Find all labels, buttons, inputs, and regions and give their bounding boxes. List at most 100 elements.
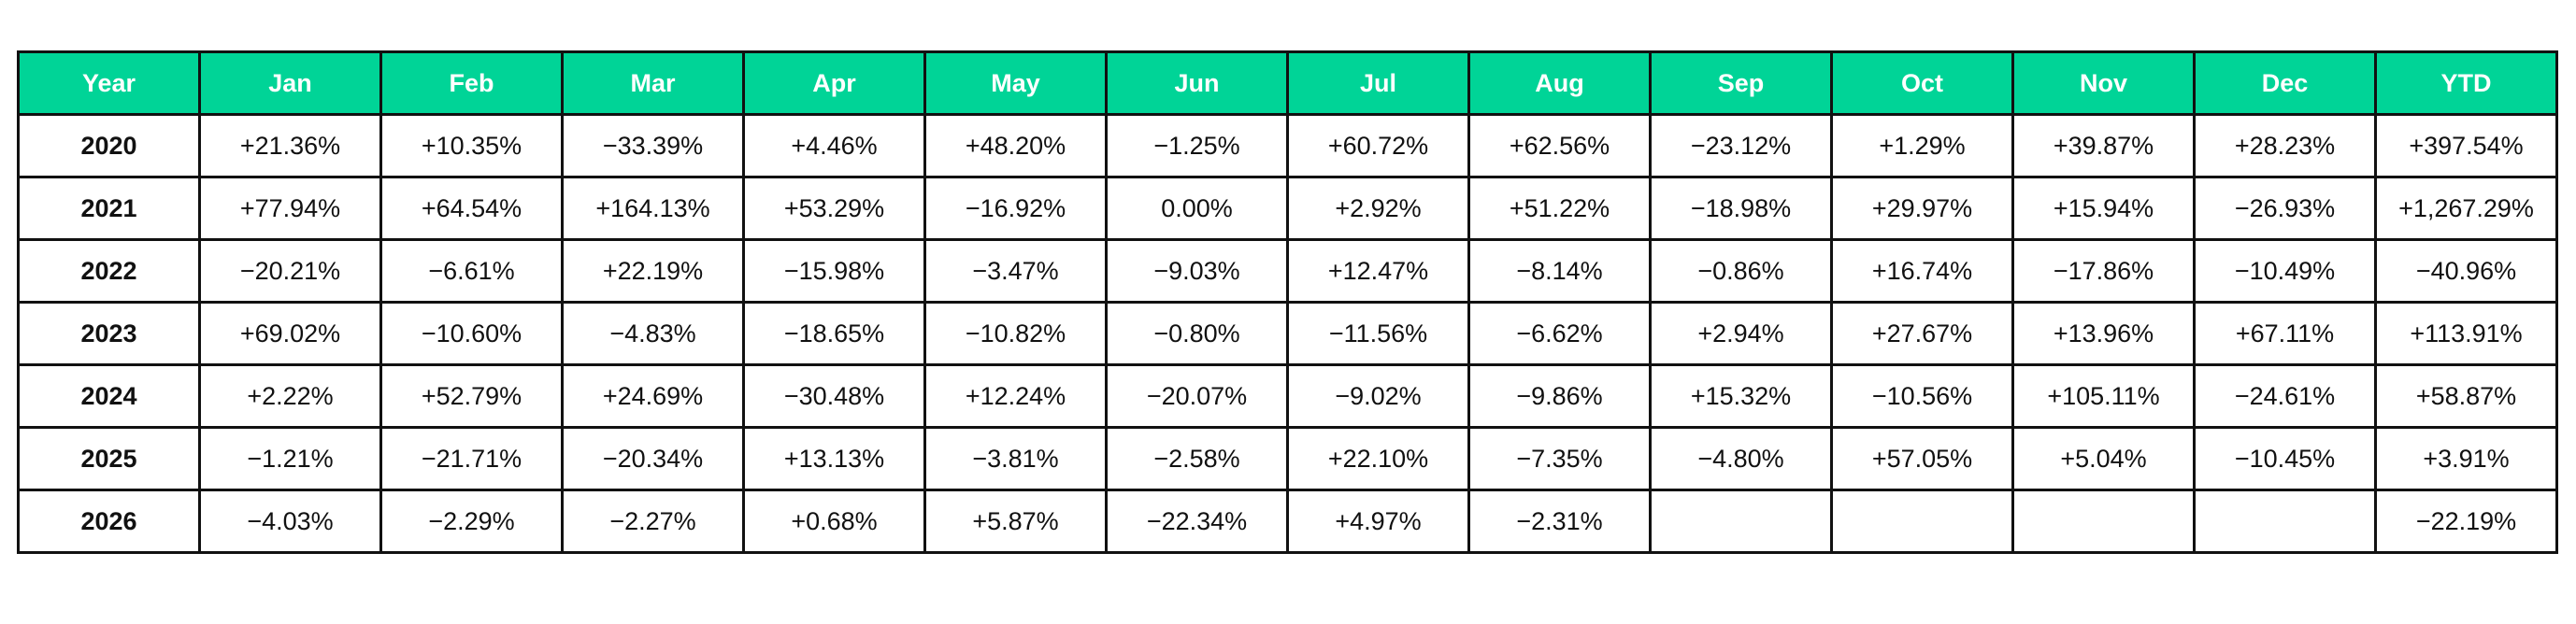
header-cell: Jan xyxy=(198,50,382,116)
header-cell: Oct xyxy=(1830,50,2014,116)
value-cell: −2.29% xyxy=(379,489,564,554)
value-cell: −11.56% xyxy=(1286,301,1470,366)
header-cell: Apr xyxy=(742,50,926,116)
value-cell: −10.60% xyxy=(379,301,564,366)
value-cell: +29.97% xyxy=(1830,176,2014,241)
returns-table: Year Jan Feb Mar Apr May Jun Jul Aug Sep Oct Nov Dec… xyxy=(17,50,2558,554)
year-cell: 2021 xyxy=(17,176,201,241)
value-cell: +22.10% xyxy=(1286,426,1470,491)
value-cell: −4.03% xyxy=(198,489,382,554)
header-cell: May xyxy=(923,50,1108,116)
value-cell: −0.86% xyxy=(1649,238,1833,304)
table-header: Year Jan Feb Mar Apr May Jun Jul Aug Sep Oct Nov Dec… xyxy=(17,50,2558,116)
value-cell: −2.27% xyxy=(561,489,745,554)
value-cell: +1.29% xyxy=(1830,113,2014,178)
value-cell: −10.45% xyxy=(2193,426,2377,491)
value-cell: +22.19% xyxy=(561,238,745,304)
value-cell: −7.35% xyxy=(1467,426,1652,491)
value-cell: −10.49% xyxy=(2193,238,2377,304)
value-cell: −3.47% xyxy=(923,238,1108,304)
table-body: 2020 +21.36% +10.35% −33.39% +4.46% +48.20% −1… xyxy=(17,113,2558,554)
value-cell: −2.31% xyxy=(1467,489,1652,554)
value-cell: −9.86% xyxy=(1467,363,1652,429)
value-cell: +15.32% xyxy=(1649,363,1833,429)
header-cell: Dec xyxy=(2193,50,2377,116)
header-row: Year Jan Feb Mar Apr May Jun Jul Aug Sep Oct Nov Dec… xyxy=(17,50,2558,116)
value-cell: −9.02% xyxy=(1286,363,1470,429)
value-cell: −10.82% xyxy=(923,301,1108,366)
value-cell: −9.03% xyxy=(1105,238,1289,304)
header-cell: Mar xyxy=(561,50,745,116)
value-cell: −4.80% xyxy=(1649,426,1833,491)
value-cell: −6.62% xyxy=(1467,301,1652,366)
value-cell: +12.47% xyxy=(1286,238,1470,304)
value-cell: −23.12% xyxy=(1649,113,1833,178)
value-cell: −1.21% xyxy=(198,426,382,491)
value-cell: +12.24% xyxy=(923,363,1108,429)
value-cell: +64.54% xyxy=(379,176,564,241)
value-cell: −24.61% xyxy=(2193,363,2377,429)
value-cell: +2.94% xyxy=(1649,301,1833,366)
value-cell: +52.79% xyxy=(379,363,564,429)
value-cell: +27.67% xyxy=(1830,301,2014,366)
year-cell: 2023 xyxy=(17,301,201,366)
value-cell: −21.71% xyxy=(379,426,564,491)
value-cell: +51.22% xyxy=(1467,176,1652,241)
header-cell: Jun xyxy=(1105,50,1289,116)
value-cell: +15.94% xyxy=(2011,176,2196,241)
value-cell: +113.91% xyxy=(2374,301,2558,366)
header-cell: Nov xyxy=(2011,50,2196,116)
value-cell xyxy=(2193,489,2377,554)
value-cell: +62.56% xyxy=(1467,113,1652,178)
value-cell: −20.34% xyxy=(561,426,745,491)
value-cell: +21.36% xyxy=(198,113,382,178)
value-cell: −20.07% xyxy=(1105,363,1289,429)
table-row: 2020 +21.36% +10.35% −33.39% +4.46% +48.20% −1… xyxy=(17,113,2558,178)
value-cell: −15.98% xyxy=(742,238,926,304)
value-cell: −0.80% xyxy=(1105,301,1289,366)
table-row: 2026 −4.03% −2.29% −2.27% +0.68% +5.87% −22.34… xyxy=(17,489,2558,554)
table-row: 2022 −20.21% −6.61% +22.19% −15.98% −3.47% −9.… xyxy=(17,238,2558,304)
value-cell: −30.48% xyxy=(742,363,926,429)
year-cell: 2026 xyxy=(17,489,201,554)
value-cell: −8.14% xyxy=(1467,238,1652,304)
value-cell: −18.65% xyxy=(742,301,926,366)
year-cell: 2020 xyxy=(17,113,201,178)
value-cell: −1.25% xyxy=(1105,113,1289,178)
value-cell: +5.04% xyxy=(2011,426,2196,491)
value-cell: +28.23% xyxy=(2193,113,2377,178)
value-cell: +58.87% xyxy=(2374,363,2558,429)
header-cell: Sep xyxy=(1649,50,1833,116)
year-cell: 2022 xyxy=(17,238,201,304)
value-cell: +3.91% xyxy=(2374,426,2558,491)
value-cell: −20.21% xyxy=(198,238,382,304)
value-cell xyxy=(1830,489,2014,554)
value-cell: −6.61% xyxy=(379,238,564,304)
value-cell xyxy=(1649,489,1833,554)
value-cell: −4.83% xyxy=(561,301,745,366)
value-cell: +48.20% xyxy=(923,113,1108,178)
header-cell: Feb xyxy=(379,50,564,116)
value-cell: +397.54% xyxy=(2374,113,2558,178)
value-cell: −10.56% xyxy=(1830,363,2014,429)
value-cell: +24.69% xyxy=(561,363,745,429)
value-cell: +60.72% xyxy=(1286,113,1470,178)
value-cell: +13.13% xyxy=(742,426,926,491)
value-cell: +69.02% xyxy=(198,301,382,366)
value-cell: +4.97% xyxy=(1286,489,1470,554)
value-cell: −18.98% xyxy=(1649,176,1833,241)
value-cell: +5.87% xyxy=(923,489,1108,554)
value-cell: +0.68% xyxy=(742,489,926,554)
value-cell: +39.87% xyxy=(2011,113,2196,178)
value-cell: +57.05% xyxy=(1830,426,2014,491)
value-cell: −2.58% xyxy=(1105,426,1289,491)
value-cell: −16.92% xyxy=(923,176,1108,241)
value-cell: +105.11% xyxy=(2011,363,2196,429)
header-cell: Year xyxy=(17,50,201,116)
value-cell: +67.11% xyxy=(2193,301,2377,366)
value-cell: +1,267.29% xyxy=(2374,176,2558,241)
table-row: 2025 −1.21% −21.71% −20.34% +13.13% −3.81% −2.… xyxy=(17,426,2558,491)
value-cell: −22.19% xyxy=(2374,489,2558,554)
value-cell: 0.00% xyxy=(1105,176,1289,241)
value-cell: −26.93% xyxy=(2193,176,2377,241)
